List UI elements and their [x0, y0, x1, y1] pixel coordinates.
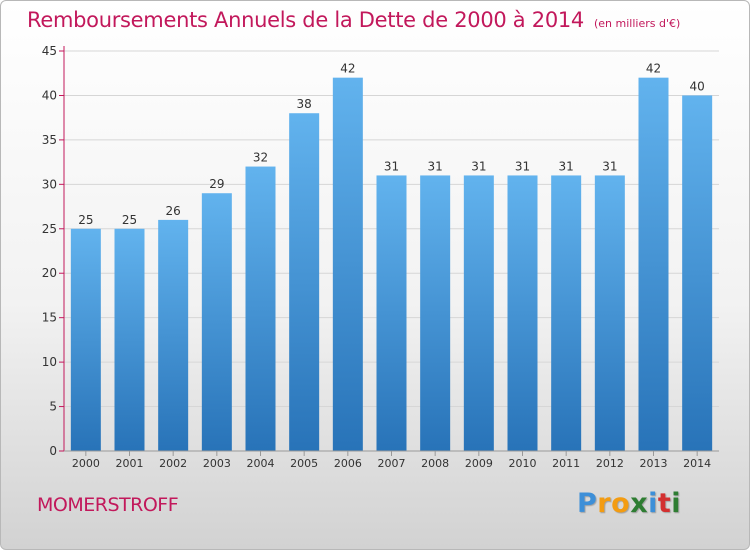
bar — [289, 113, 319, 451]
bar-value-label: 31 — [602, 159, 617, 173]
logo-letter: i — [671, 488, 681, 519]
x-tick-label: 2010 — [509, 457, 537, 470]
bars — [71, 78, 712, 451]
bar — [115, 229, 145, 451]
x-tick-label: 2006 — [334, 457, 362, 470]
x-tick-label: 2000 — [72, 457, 100, 470]
x-tick-label: 2014 — [683, 457, 711, 470]
x-tick-label: 2002 — [159, 457, 187, 470]
bar-value-label: 31 — [428, 159, 443, 173]
bar — [639, 78, 669, 451]
bar-value-label: 31 — [515, 159, 530, 173]
y-tick-label: 15 — [42, 311, 57, 325]
bar-value-label: 31 — [471, 159, 486, 173]
logo-letter: o — [611, 488, 630, 519]
bar-chart: 0 5 10 15 20 25 30 35 40 45 25 2000 25 2001 26 2002 29 20… — [1, 1, 750, 550]
proxiti-logo: Proxiti — [577, 488, 681, 519]
logo-letter: P — [577, 488, 597, 519]
y-tick-label: 10 — [42, 355, 57, 369]
bar-value-label: 25 — [78, 213, 93, 227]
y-tick-label: 35 — [42, 133, 57, 147]
x-tick-label: 2003 — [203, 457, 231, 470]
y-tick-label: 25 — [42, 222, 57, 236]
y-tick-label: 45 — [42, 44, 57, 58]
x-tick-label: 2009 — [465, 457, 493, 470]
x-tick-label: 2008 — [421, 457, 449, 470]
bar-value-label: 29 — [209, 177, 224, 191]
x-tick-label: 2012 — [596, 457, 624, 470]
logo-letter: i — [648, 488, 658, 519]
bar-value-label: 31 — [384, 159, 399, 173]
bar — [333, 78, 363, 451]
x-tick-label: 2005 — [290, 457, 318, 470]
logo-letter: r — [597, 488, 611, 519]
x-tick-label: 2007 — [378, 457, 406, 470]
bar-value-label: 42 — [646, 62, 661, 76]
bar-value-label: 26 — [166, 204, 181, 218]
x-tick-label: 2004 — [247, 457, 275, 470]
bar-value-label: 31 — [559, 159, 574, 173]
logo-letter: x — [630, 488, 648, 519]
bar — [377, 175, 407, 451]
bar — [202, 193, 232, 451]
bar-value-label: 40 — [690, 79, 705, 93]
bar — [420, 175, 450, 451]
y-tick-label: 0 — [49, 444, 57, 458]
y-tick-label: 5 — [49, 400, 57, 414]
bar — [595, 175, 625, 451]
bar — [551, 175, 581, 451]
bar — [246, 167, 276, 451]
bar-value-label: 32 — [253, 151, 268, 165]
bar-value-label: 25 — [122, 213, 137, 227]
bar — [71, 229, 101, 451]
y-tick-label: 40 — [42, 88, 57, 102]
x-tick-label: 2011 — [552, 457, 580, 470]
commune-name: MOMERSTROFF — [37, 494, 178, 516]
bar — [508, 175, 538, 451]
y-tick-label: 30 — [42, 177, 57, 191]
y-tick-label: 20 — [42, 266, 57, 280]
bar — [158, 220, 188, 451]
bar — [682, 95, 712, 451]
bar-value-label: 38 — [297, 97, 312, 111]
bar — [464, 175, 494, 451]
x-tick-label: 2001 — [116, 457, 144, 470]
logo-letter: t — [658, 488, 671, 519]
chart-frame: Remboursements Annuels de la Dette de 20… — [0, 0, 750, 550]
bar-value-label: 42 — [340, 62, 355, 76]
x-tick-label: 2013 — [640, 457, 668, 470]
